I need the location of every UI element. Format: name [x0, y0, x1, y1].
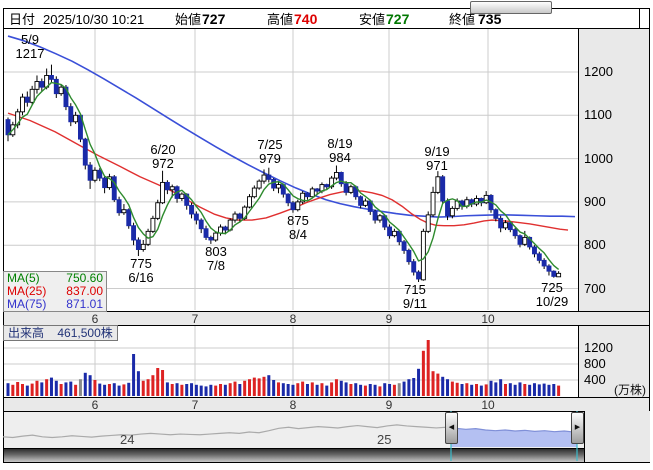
price-chart-pane	[3, 28, 650, 312]
legend-row-ma75: MA(75) 871.01	[7, 298, 103, 311]
navigator-right-filler	[584, 411, 650, 463]
volume-axis-strip	[578, 326, 649, 397]
scrollbar-thumb[interactable]	[470, 1, 552, 14]
ma25-label: MA(25)	[7, 284, 47, 298]
date-label: 日付	[9, 12, 36, 27]
date-value: 2025/10/30 10:21	[43, 12, 145, 27]
header-divider	[639, 9, 640, 28]
left-arrow-icon: ◀	[448, 424, 455, 431]
month-axis-strip-top	[3, 311, 650, 326]
low-value: 727	[386, 11, 410, 27]
close-value: 735	[478, 11, 502, 27]
right-arrow-icon: ▶	[574, 424, 581, 431]
close-label: 終値	[449, 12, 476, 27]
moving-average-legend: MA(5) 750.60 MA(25) 837.00 MA(75) 871.01	[3, 271, 107, 312]
volume-label: 出来高	[8, 326, 45, 340]
ma75-value: 871.01	[66, 297, 103, 311]
price-axis-strip	[578, 29, 649, 311]
low-label: 安値	[359, 12, 386, 27]
horizontal-scrollbar	[3, 448, 650, 463]
legend-row-ma5: MA(5) 750.60	[7, 272, 103, 285]
volume-unit-label: (万株)	[614, 383, 646, 397]
navigator-selected-range[interactable]	[451, 411, 577, 448]
ohlc-header-bar: 日付 2025/10/30 10:21 始値 727 高値 740 安値 727…	[3, 8, 650, 29]
legend-row-ma25: MA(25) 837.00	[7, 285, 103, 298]
ma75-label: MA(75)	[7, 297, 47, 311]
navigator-left-handle[interactable]: ◀	[445, 412, 458, 444]
month-axis-strip-bottom	[3, 397, 650, 412]
volume-value: 461,500株	[57, 326, 113, 340]
ma5-label: MA(5)	[7, 271, 40, 285]
scrollbar-track[interactable]	[4, 449, 587, 462]
navigator-right-handle[interactable]: ▶	[571, 412, 584, 444]
ma25-value: 837.00	[66, 284, 103, 298]
high-label: 高値	[267, 12, 294, 27]
high-value: 740	[294, 11, 318, 27]
open-label: 始値	[175, 12, 202, 27]
open-value: 727	[202, 11, 226, 27]
ma5-value: 750.60	[66, 271, 103, 285]
volume-header: 出来高 461,500株	[3, 325, 118, 341]
